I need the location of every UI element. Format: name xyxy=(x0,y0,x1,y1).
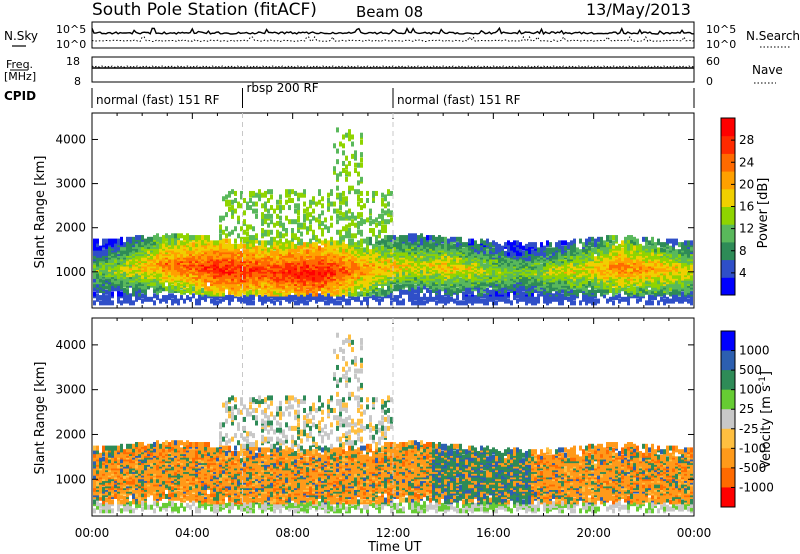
noise-search-trace xyxy=(91,35,695,43)
x-tick-label: 08:00 xyxy=(275,526,310,540)
y-tick-label: 1000 xyxy=(55,472,86,486)
colorbar-cell xyxy=(721,467,735,488)
y-tick-label: 4000 xyxy=(55,132,86,146)
colorbar-tick-label: 20 xyxy=(739,177,754,191)
beam-label: Beam 08 xyxy=(356,3,423,21)
x-axis-label: Time UT xyxy=(367,540,421,554)
x-tick-label: 20:00 xyxy=(576,526,611,540)
colorbar-tick-label: 8 xyxy=(739,244,747,258)
colorbar-cell xyxy=(721,206,735,225)
freq-label-1: Freq. xyxy=(6,58,33,71)
nave-tick-lo: 0 xyxy=(706,75,713,88)
noise-tick-hi-right: 10^5 xyxy=(706,23,736,36)
power-heatmap xyxy=(93,127,693,306)
cpid-segment-label: normal (fast) 151 RF xyxy=(96,93,220,107)
x-tick-label: 00:00 xyxy=(75,526,110,540)
x-tick-label: 16:00 xyxy=(476,526,511,540)
colorbar-cell xyxy=(721,188,735,207)
cpid-segment-label: rbsp 200 RF xyxy=(247,81,319,95)
colorbar-tick-label: 500 xyxy=(739,363,762,377)
power-ylabel: Slant Range [km] xyxy=(33,156,48,269)
station-title: South Pole Station (fitACF) xyxy=(92,0,317,20)
y-tick-label: 1000 xyxy=(55,265,86,279)
power-cbar-label: Power [dB] xyxy=(756,178,771,249)
date-label: 13/May/2013 xyxy=(586,0,691,19)
colorbar-cell xyxy=(721,135,735,154)
colorbar-tick-label: -500 xyxy=(739,461,766,475)
velocity-ylabel: Slant Range [km] xyxy=(33,362,48,475)
colorbar-cell xyxy=(721,331,735,352)
x-tick-label: 00:00 xyxy=(677,526,712,540)
colorbar-cell xyxy=(721,389,735,410)
colorbar-tick-label: -100 xyxy=(739,441,766,455)
colorbar-cell xyxy=(721,118,735,137)
colorbar-cell xyxy=(721,370,735,391)
colorbar-cell xyxy=(721,259,735,278)
velocity-panel: 1000 2000 3000 4000 Slant Range [km] 1000 50… xyxy=(33,317,774,517)
colorbar-tick-label: -25 xyxy=(739,422,759,436)
y-tick-label: 2000 xyxy=(55,221,86,235)
colorbar-cell xyxy=(721,409,735,430)
colorbar-cell xyxy=(721,487,735,508)
freq-nave-panel: 18 8 60 0 Freq. [MHz] Nave xyxy=(4,55,783,88)
colorbar-cell xyxy=(721,153,735,172)
freq-label-2: [MHz] xyxy=(4,70,36,83)
freq-tick-lo: 8 xyxy=(74,75,81,88)
colorbar-tick-label: 4 xyxy=(739,266,747,280)
nsky-label: N.Sky xyxy=(4,29,38,43)
velocity-cbar-label: Velocity [m s-1] xyxy=(758,371,774,469)
noise-tick-hi-left: 10^5 xyxy=(56,23,86,36)
freq-tick-hi: 18 xyxy=(66,55,80,68)
colorbar-cell xyxy=(721,350,735,371)
velocity-cbar-label-main: Velocity [m s xyxy=(759,385,774,469)
y-tick-label: 2000 xyxy=(55,427,86,441)
colorbar-tick-label: 24 xyxy=(739,155,754,169)
nave-label: Nave xyxy=(752,63,783,77)
colorbar-tick-label: 28 xyxy=(739,133,754,147)
velocity-colorbar: 1000 500 100 25 -25 -100 -500 -1000 xyxy=(720,330,774,508)
power-panel: 1000 2000 3000 4000 Slant Range [km] 4 8 12 16… xyxy=(33,112,771,309)
cpid-label: CPID xyxy=(4,89,36,103)
colorbar-tick-label: 12 xyxy=(739,222,754,236)
x-tick-label: 12:00 xyxy=(376,526,411,540)
nsearch-label: N.Search xyxy=(746,29,800,43)
power-colorbar: 4 8 12 16 20 24 28 xyxy=(720,117,754,296)
colorbar-cell xyxy=(721,277,735,296)
noise-sky-trace xyxy=(91,26,694,36)
colorbar-tick-label: 16 xyxy=(739,200,754,214)
y-tick-label: 3000 xyxy=(55,177,86,191)
y-tick-label: 4000 xyxy=(55,338,86,352)
nave-tick-hi: 60 xyxy=(706,55,720,68)
colorbar-cell xyxy=(721,171,735,190)
noise-tick-lo-right: 10^0 xyxy=(706,38,736,51)
colorbar-cell xyxy=(721,448,735,469)
noise-panel: 10^5 10^0 10^5 10^0 N.Sky N.Search xyxy=(4,21,800,51)
x-axis-ticks: 00:00 04:00 08:00 12:00 16:00 20:00 00:00 xyxy=(75,526,712,540)
colorbar-cell xyxy=(721,428,735,449)
cpid-segment-label: normal (fast) 151 RF xyxy=(397,93,521,107)
colorbar-tick-label: 25 xyxy=(739,402,754,416)
colorbar-cell xyxy=(721,241,735,261)
colorbar-cell xyxy=(721,224,735,243)
colorbar-tick-label: 1000 xyxy=(739,344,770,358)
nave-trace xyxy=(91,65,695,68)
noise-tick-lo-left: 10^0 xyxy=(56,38,86,51)
velocity-heatmap xyxy=(93,332,693,514)
cpid-strip: CPID normal (fast) 151 RF rbsp 200 RF norm… xyxy=(4,81,695,108)
y-tick-label: 3000 xyxy=(55,383,86,397)
colorbar-tick-label: 100 xyxy=(739,383,762,397)
x-tick-label: 04:00 xyxy=(175,526,210,540)
colorbar-tick-label: -1000 xyxy=(739,480,774,494)
